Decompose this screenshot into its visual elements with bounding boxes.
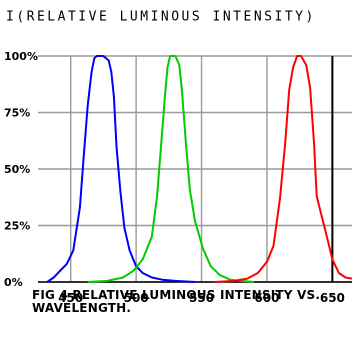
- series-line-2: [214, 55, 353, 283]
- y-tick-label-1: 25%: [4, 220, 30, 233]
- caption-line-2: WAVELENGTH.: [32, 301, 132, 315]
- series-group: [46, 55, 353, 283]
- grid: [38, 55, 352, 283]
- series-line-1: [87, 55, 254, 283]
- x-tick-label-550: 550: [189, 291, 214, 305]
- y-tick-label-4: 100%: [4, 50, 38, 63]
- x-tick-label-600: 600: [254, 291, 279, 305]
- y-axis-title: I(RELATIVE LUMINOUS INTENSITY): [6, 9, 316, 25]
- figure-caption: FIG 4 RELATIVE LUMINOUS INTENSITY VS. WA…: [32, 289, 352, 315]
- x-tick-label-450: 450: [58, 291, 83, 305]
- caption-line-1: FIG 4 RELATIVE LUMINOUS INTENSITY VS.: [32, 288, 321, 302]
- y-tick-label-0: 0%: [4, 276, 23, 289]
- y-tick-label-2: 50%: [4, 163, 30, 176]
- tick-labels: 0% 25% 50% 75% 100% 450 500 550 600 650: [4, 50, 345, 305]
- series-line-0: [46, 55, 196, 283]
- y-tick-label-3: 75%: [4, 107, 30, 120]
- x-tick-label-650: 650: [320, 291, 345, 305]
- x-tick-label-500: 500: [124, 291, 149, 305]
